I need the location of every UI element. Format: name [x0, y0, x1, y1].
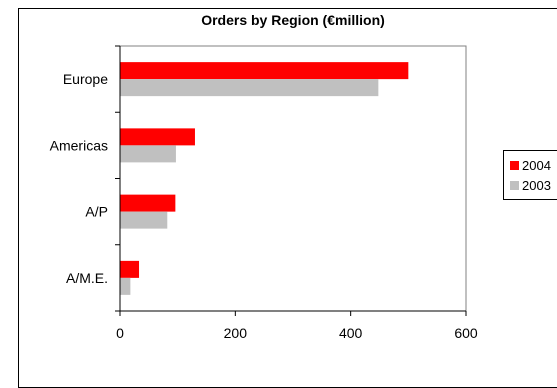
x-tick-label: 600	[454, 325, 478, 341]
labels-layer: Europe Americas A/P A/M.E. 0 200 400 600	[50, 71, 478, 341]
bar-2004-americas	[120, 128, 195, 146]
axis-layer	[115, 45, 467, 316]
x-tick-label: 0	[116, 325, 124, 341]
bar-2004-europe	[120, 62, 409, 80]
bar-2003-americas	[120, 145, 176, 163]
x-tick-label: 400	[339, 325, 363, 341]
legend-label-series-1: 2004	[522, 157, 551, 173]
bars-layer	[119, 45, 467, 312]
bar-2004-a-m-e-	[120, 260, 140, 278]
chart-title: Orders by Region (€million)	[201, 12, 385, 28]
bar-2003-a-m-e-	[120, 277, 131, 295]
legend-swatch-series-2	[510, 180, 519, 190]
bar-2003-a-p	[120, 211, 168, 229]
category-label: Europe	[63, 71, 108, 87]
category-label: A/P	[85, 204, 108, 220]
legend-item-series-2: 2003	[510, 177, 551, 193]
legend-swatch-series-1	[510, 160, 519, 170]
bar-2003-europe	[120, 79, 379, 97]
legend-item-series-1: 2004	[510, 157, 551, 173]
category-label: Americas	[50, 137, 108, 153]
legend-label-series-2: 2003	[522, 177, 551, 193]
bar-2004-a-p	[120, 194, 176, 212]
legend: 2004 2003	[503, 150, 557, 200]
category-label: A/M.E.	[66, 270, 108, 286]
x-tick-label: 200	[224, 325, 248, 341]
